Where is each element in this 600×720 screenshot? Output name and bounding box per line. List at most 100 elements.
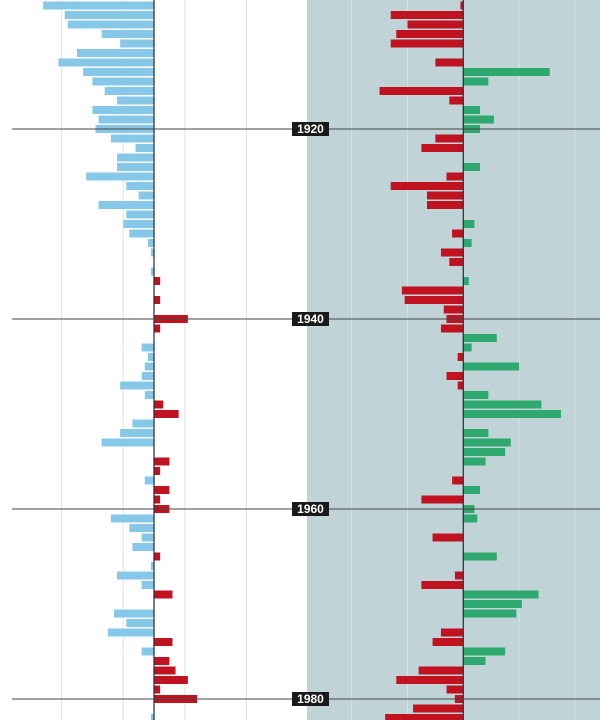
bar [147, 353, 154, 361]
bar [117, 96, 154, 105]
bar [463, 220, 475, 228]
bar [92, 77, 154, 86]
bar [83, 68, 154, 76]
bar [154, 467, 161, 475]
bar [432, 533, 464, 542]
bar [463, 106, 481, 114]
bar [463, 400, 542, 409]
year-label-box [292, 502, 329, 516]
bar [463, 391, 489, 399]
bar [101, 30, 154, 38]
bar [154, 638, 173, 646]
bar [463, 448, 506, 456]
bar [390, 39, 464, 48]
bar [396, 676, 464, 684]
bar [110, 514, 154, 523]
bar [463, 457, 486, 466]
bar [404, 296, 464, 304]
bar [126, 210, 154, 219]
bar [418, 666, 464, 675]
bar [463, 514, 478, 523]
bar [150, 248, 154, 257]
bar [101, 438, 154, 447]
bar [141, 372, 154, 380]
bar [154, 685, 161, 694]
bar [463, 410, 561, 418]
bar [421, 495, 464, 504]
bar [129, 524, 154, 532]
bar [463, 600, 522, 608]
bar [440, 248, 464, 257]
bar [132, 419, 154, 428]
bar [144, 476, 154, 485]
year-label-box [292, 122, 329, 136]
year-label: 1940 [297, 312, 324, 326]
bar [150, 267, 154, 276]
bar [138, 191, 154, 200]
bar [426, 191, 464, 200]
bar [98, 201, 154, 209]
bar [446, 372, 464, 380]
bar [421, 581, 464, 589]
bar [454, 571, 464, 580]
bar [457, 381, 464, 390]
bar [154, 666, 176, 675]
bar [463, 343, 472, 352]
bar [463, 334, 497, 342]
bar [390, 182, 464, 190]
bar [154, 676, 188, 684]
bar [117, 571, 154, 580]
bar [141, 647, 154, 656]
bar [390, 11, 464, 19]
bar [144, 391, 154, 399]
bar [86, 172, 154, 181]
bar [141, 533, 154, 542]
bar [154, 486, 170, 494]
bar [463, 277, 469, 285]
bar [446, 685, 464, 694]
bar [463, 590, 539, 599]
bar [154, 324, 161, 333]
bar [435, 134, 464, 143]
bar [110, 134, 154, 143]
bar [463, 486, 481, 494]
bar [449, 96, 464, 105]
bar [77, 49, 154, 57]
bar [413, 704, 464, 713]
bar [123, 220, 154, 228]
bar [150, 714, 154, 720]
bar [144, 362, 154, 371]
bar [463, 657, 486, 665]
year-label: 1960 [297, 502, 324, 516]
bar [120, 381, 154, 390]
bar [463, 552, 497, 561]
bar [43, 1, 155, 10]
bar [463, 609, 517, 618]
bar [460, 1, 464, 10]
bar [407, 20, 464, 29]
bar [67, 20, 154, 29]
bar [379, 87, 464, 95]
bar [154, 296, 161, 304]
bar [154, 277, 161, 285]
bar [463, 239, 472, 247]
bar [64, 11, 154, 19]
bar [426, 201, 464, 209]
bar [463, 68, 550, 76]
bar [58, 58, 154, 67]
bar [435, 58, 464, 67]
bar [113, 609, 154, 618]
bar [154, 495, 161, 504]
bar [104, 87, 154, 95]
bar [147, 239, 154, 247]
bar [463, 429, 489, 437]
bar [132, 543, 154, 551]
bar [141, 343, 154, 352]
bar [463, 362, 520, 371]
bar [98, 115, 154, 124]
bar [154, 657, 170, 665]
bar [120, 429, 154, 437]
bar [396, 30, 464, 38]
bar [401, 286, 464, 295]
